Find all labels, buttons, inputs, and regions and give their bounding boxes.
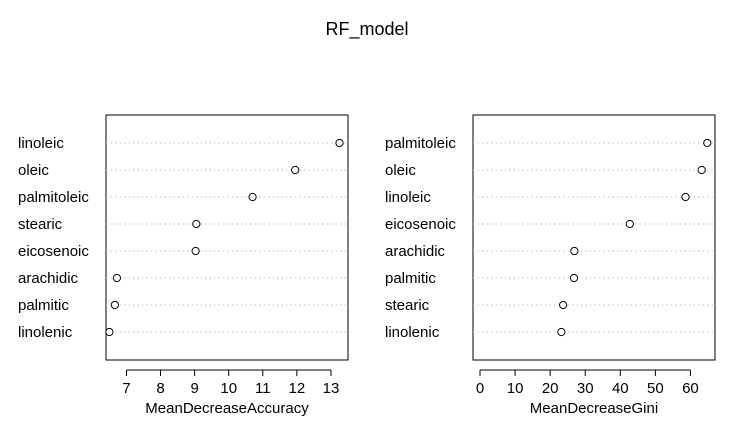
x-tick-label: 8 xyxy=(156,380,164,397)
data-point xyxy=(681,192,690,202)
x-tick-label: 20 xyxy=(542,380,559,397)
x-tick-label: 50 xyxy=(647,380,664,397)
x-tick-label: 30 xyxy=(577,380,594,397)
x-tick-label: 7 xyxy=(122,380,130,397)
x-tick-label: 40 xyxy=(612,380,629,397)
panel-gini: palmitoleic oleic linoleic eicosenoic arachi… xyxy=(385,114,716,417)
category-label: linolenic xyxy=(385,324,440,341)
x-tick-label: 10 xyxy=(220,380,237,397)
category-label: arachidic xyxy=(18,270,79,287)
data-point xyxy=(291,165,300,175)
category-label: palmitoleic xyxy=(18,189,89,206)
data-point xyxy=(570,246,579,256)
panel-accuracy: linoleic oleic palmitoleic stearic eicosenoi… xyxy=(18,114,349,417)
x-tick-label: 60 xyxy=(682,380,699,397)
data-point xyxy=(559,300,568,310)
data-point xyxy=(248,192,257,202)
x-axis-label: MeanDecreaseGini xyxy=(530,400,658,417)
plot-box-accuracy xyxy=(105,114,349,361)
category-label: oleic xyxy=(385,162,416,179)
category-label: stearic xyxy=(18,216,63,233)
category-label: palmitic xyxy=(385,270,436,287)
data-point xyxy=(105,327,114,337)
data-point xyxy=(112,273,122,283)
category-label: oleic xyxy=(18,162,49,179)
data-point xyxy=(192,219,201,229)
x-tick-label: 0 xyxy=(476,380,484,397)
data-point xyxy=(110,300,119,310)
category-label: linolenic xyxy=(18,324,73,341)
data-point xyxy=(625,219,634,229)
category-label: linoleic xyxy=(385,189,431,206)
data-point xyxy=(569,273,579,283)
x-tick-label: 12 xyxy=(289,380,306,397)
figure-title: RF_model xyxy=(325,19,408,40)
category-label: stearic xyxy=(385,297,430,314)
category-label: eicosenoic xyxy=(385,216,456,233)
x-tick-label: 9 xyxy=(190,380,198,397)
category-label: eicosenoic xyxy=(18,243,89,260)
category-label: arachidic xyxy=(385,243,446,260)
x-tick-label: 13 xyxy=(323,380,340,397)
data-point xyxy=(557,327,566,337)
category-label: linoleic xyxy=(18,135,64,152)
data-point xyxy=(703,138,712,148)
x-tick-label: 10 xyxy=(507,380,524,397)
x-tick-label: 11 xyxy=(255,380,271,397)
x-axis-label: MeanDecreaseAccuracy xyxy=(145,400,309,417)
data-point xyxy=(335,138,344,148)
data-point xyxy=(697,165,706,175)
category-label: palmitoleic xyxy=(385,135,456,152)
category-label: palmitic xyxy=(18,297,69,314)
plot-box-gini xyxy=(472,114,716,361)
data-point xyxy=(191,246,200,256)
